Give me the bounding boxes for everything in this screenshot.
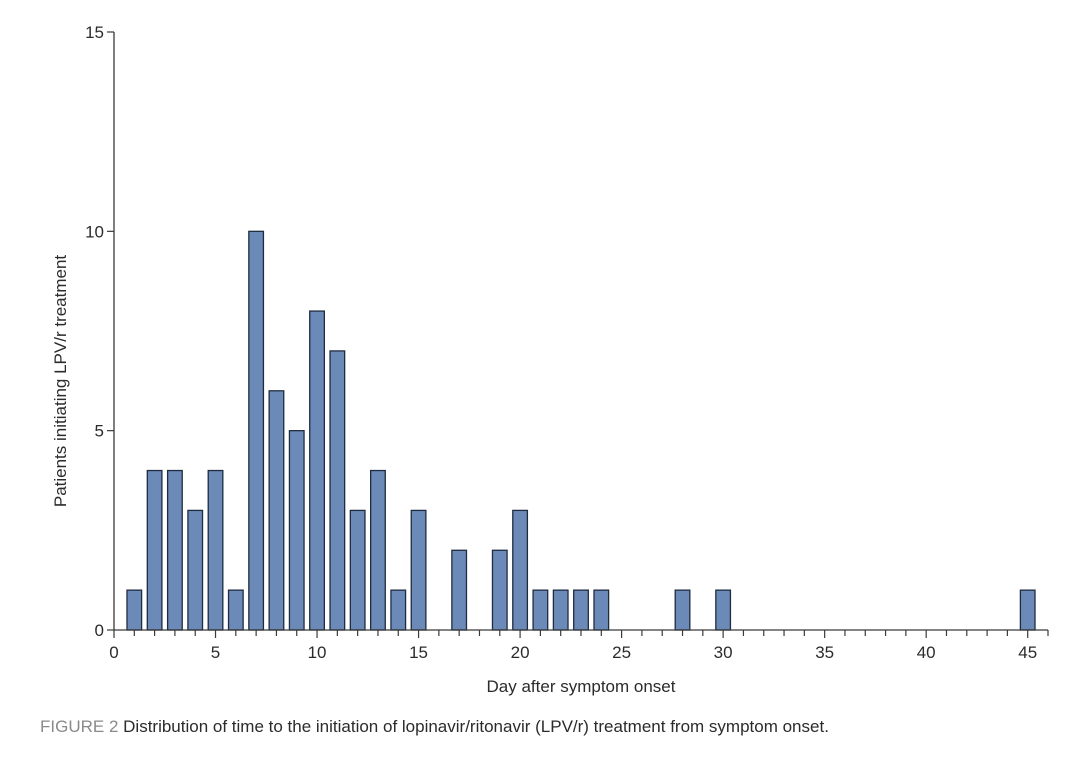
bar-day-3 [166, 469, 183, 631]
x-tick-label-5: 5 [211, 643, 220, 662]
y-tick-label-0: 0 [95, 621, 104, 640]
bar-day-11 [329, 350, 346, 631]
bar-day-20 [512, 509, 529, 631]
x-tick-label-40: 40 [917, 643, 936, 662]
bar-day-13 [369, 469, 386, 631]
x-tick-label-0: 0 [109, 643, 118, 662]
y-tick-label-10: 10 [85, 222, 104, 241]
x-tick-label-45: 45 [1018, 643, 1037, 662]
y-tick-label-5: 5 [95, 422, 104, 441]
bar-day-23 [573, 589, 589, 631]
bar-day-45 [1019, 589, 1036, 631]
x-tick-label-35: 35 [815, 643, 834, 662]
bar-day-15 [410, 509, 427, 631]
bar-day-28 [674, 589, 691, 631]
figure-caption: FIGURE 2 Distribution of time to the ini… [40, 717, 1060, 737]
bar-day-30 [715, 589, 732, 631]
bar-day-9 [288, 430, 305, 631]
x-tick-label-25: 25 [612, 643, 631, 662]
figure-label: FIGURE 2 [40, 717, 119, 736]
bar-day-12 [349, 509, 366, 631]
x-axis-title: Day after symptom onset [487, 677, 676, 696]
x-tick-label-30: 30 [714, 643, 733, 662]
bar-day-8 [268, 390, 285, 631]
y-axis-title: Patients initiating LPV/r treatment [51, 255, 70, 508]
bar-day-2 [146, 469, 163, 631]
bar-day-17 [451, 549, 468, 631]
x-tick-label-20: 20 [511, 643, 530, 662]
bar-day-19 [491, 549, 508, 631]
bar-day-6 [227, 589, 244, 631]
bar-day-5 [207, 469, 224, 631]
bar-day-10 [309, 310, 326, 631]
bar-day-21 [532, 589, 549, 631]
bar-day-14 [390, 589, 407, 631]
x-tick-label-15: 15 [409, 643, 428, 662]
bar-day-24 [593, 589, 610, 631]
bar-day-22 [552, 589, 569, 631]
figure-caption-text: Distribution of time to the initiation o… [123, 717, 829, 736]
bar-day-4 [187, 509, 204, 631]
bar-chart: 0 5 10 15 20 25 30 35 40 45 0 5 10 15 Day after sympt… [51, 23, 1049, 696]
x-tick-label-10: 10 [308, 643, 327, 662]
bar-day-1 [126, 589, 143, 631]
ticks-layer: 0 5 10 15 20 25 30 35 40 45 0 5 10 15 [85, 23, 1049, 662]
bar-day-7 [248, 230, 265, 631]
y-tick-label-15: 15 [85, 23, 104, 42]
bars-layer [126, 230, 1036, 631]
